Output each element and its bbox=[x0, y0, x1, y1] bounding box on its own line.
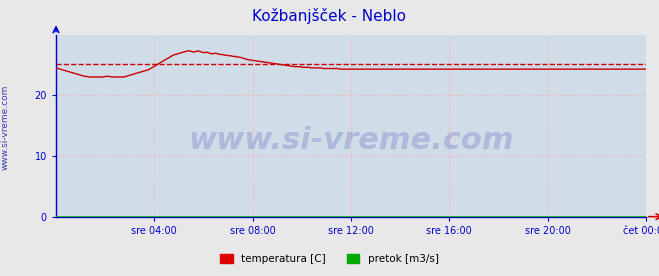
Legend: temperatura [C], pretok [m3/s]: temperatura [C], pretok [m3/s] bbox=[216, 250, 443, 268]
Text: www.si-vreme.com: www.si-vreme.com bbox=[1, 84, 10, 170]
Text: Kožbanjšček - Neblo: Kožbanjšček - Neblo bbox=[252, 8, 407, 24]
Text: www.si-vreme.com: www.si-vreme.com bbox=[188, 126, 514, 155]
